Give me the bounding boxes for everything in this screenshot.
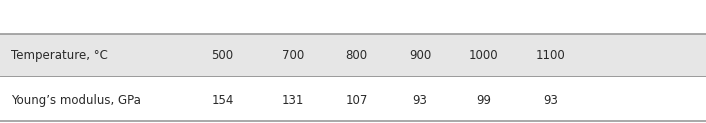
Text: 99: 99 — [476, 94, 491, 107]
Text: 154: 154 — [211, 94, 234, 107]
Text: 131: 131 — [282, 94, 304, 107]
Text: 1000: 1000 — [469, 49, 498, 62]
Text: 500: 500 — [211, 49, 234, 62]
Bar — [0, 34, 706, 76]
Text: 93: 93 — [543, 94, 558, 107]
Text: Temperature, °C: Temperature, °C — [11, 49, 107, 62]
Text: 107: 107 — [345, 94, 368, 107]
Bar — [0, 76, 706, 121]
Bar — [0, 0, 706, 34]
Text: 800: 800 — [345, 49, 368, 62]
Text: 93: 93 — [412, 94, 428, 107]
Text: Young’s modulus, GPa: Young’s modulus, GPa — [11, 94, 140, 107]
Text: 1100: 1100 — [536, 49, 566, 62]
Text: 900: 900 — [409, 49, 431, 62]
Text: 700: 700 — [282, 49, 304, 62]
